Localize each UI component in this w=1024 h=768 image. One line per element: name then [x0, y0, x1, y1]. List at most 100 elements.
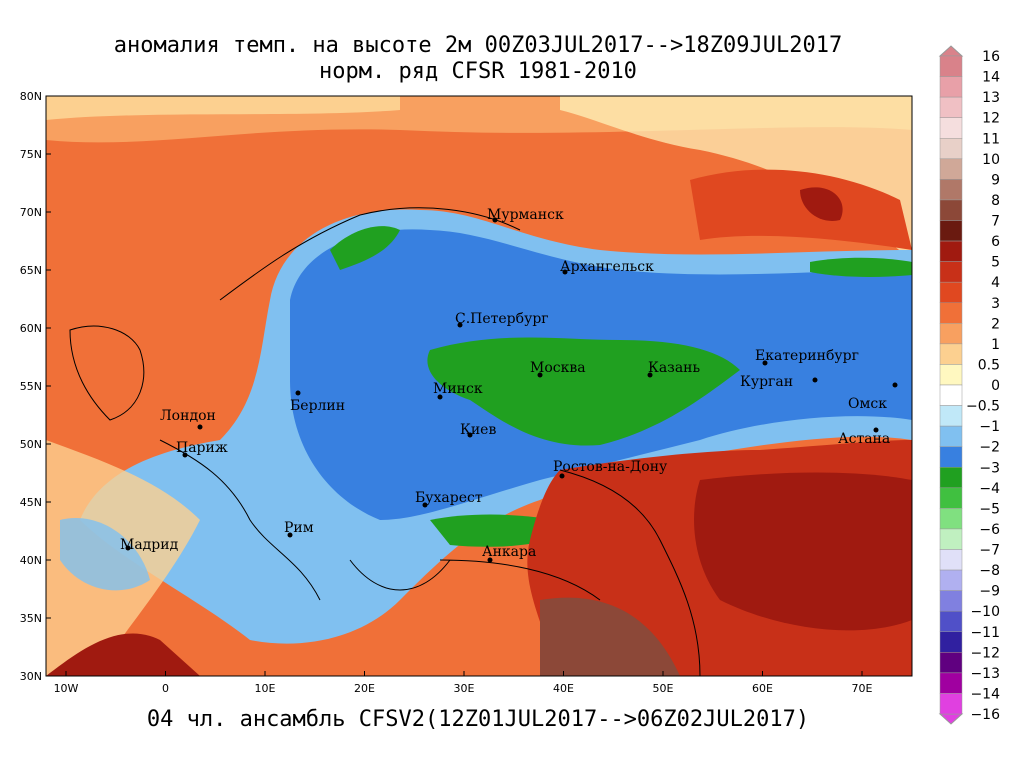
colorbar-box — [939, 55, 963, 77]
lat-label: 40N — [20, 554, 42, 567]
colorbar-label: 0.5 — [978, 357, 1000, 373]
colorbar-box — [939, 302, 963, 324]
colorbar-label: −3 — [979, 460, 1000, 476]
city: Рим — [284, 520, 314, 536]
colorbar-label: −0.5 — [966, 399, 1000, 415]
colorbar-box — [939, 240, 963, 262]
colorbar-label: 11 — [982, 131, 1000, 147]
lon-label: 60E — [752, 682, 773, 695]
city: Ростов-на-Дону — [553, 459, 668, 475]
colorbar-box — [939, 487, 963, 509]
lat-label: 45N — [20, 496, 42, 509]
colorbar-box — [939, 158, 963, 180]
colorbar-box — [939, 138, 963, 160]
title: аномалия темп. на высоте 2м 00Z03JUL2017… — [114, 33, 842, 58]
lat-label: 60N — [20, 322, 42, 335]
colorbar-box — [939, 364, 963, 386]
lon-label: 10E — [255, 682, 276, 695]
city: Минск — [433, 381, 483, 397]
colorbar-box — [939, 672, 963, 694]
colorbar-box — [939, 343, 963, 365]
colorbar-label: 4 — [991, 275, 1000, 291]
colorbar-label: 10 — [982, 152, 1000, 168]
colorbar-box — [939, 590, 963, 612]
colorbar-box — [939, 281, 963, 303]
colorbar-box — [939, 446, 963, 468]
colorbar-label: 7 — [991, 214, 1000, 230]
colorbar-label: −14 — [970, 686, 1000, 702]
lon-label: 0 — [162, 682, 169, 695]
colorbar-label: −5 — [979, 501, 1000, 517]
lon-label: 70E — [852, 682, 873, 695]
city: Астана — [838, 431, 890, 447]
colorbar-box — [939, 179, 963, 201]
city: Киев — [460, 422, 496, 438]
colorbar-label: 0 — [991, 378, 1000, 394]
colorbar-label: −6 — [979, 522, 1000, 538]
footer: 04 чл. ансамбль CFSV2(12Z01JUL2017-->06Z… — [147, 707, 809, 732]
colorbar-box — [939, 467, 963, 489]
colorbar-box — [939, 425, 963, 447]
colorbar-box — [939, 652, 963, 674]
colorbar-arrow — [938, 45, 964, 57]
colorbar-label: 3 — [991, 296, 1000, 312]
colorbar-label: 12 — [982, 111, 1000, 127]
colorbar-box — [939, 76, 963, 98]
colorbar-box — [939, 384, 963, 406]
colorbar-label: −1 — [979, 419, 1000, 435]
colorbar-label: 14 — [982, 70, 1000, 86]
city: Лондон — [160, 408, 216, 424]
cities: Мурманск Архангельск С.Петербург Москва … — [120, 207, 898, 563]
city: Курган — [740, 374, 793, 390]
colorbar-label: 9 — [991, 172, 1000, 188]
colorbar-label: −9 — [979, 584, 1000, 600]
colorbar-label: 16 — [982, 49, 1000, 65]
lat-label: 50N — [20, 438, 42, 451]
city: Архангельск — [560, 259, 654, 275]
colorbar-label: −11 — [970, 625, 1000, 641]
city: Москва — [530, 360, 586, 376]
city: Париж — [176, 440, 228, 456]
city: Анкара — [482, 544, 536, 560]
lat-label: 70N — [20, 206, 42, 219]
colorbar-box — [939, 569, 963, 591]
lat-label: 65N — [20, 264, 42, 277]
colorbar-box — [939, 261, 963, 283]
lat-label: 35N — [20, 612, 42, 625]
colorbar-label: −10 — [970, 604, 1000, 620]
colorbar-box — [939, 117, 963, 139]
colorbar-label: −4 — [979, 481, 1000, 497]
city: Берлин — [290, 398, 345, 414]
lon-label: 10W — [54, 682, 79, 695]
colorbar-box — [939, 610, 963, 632]
colorbar-label: 2 — [991, 316, 1000, 332]
lat-label: 80N — [20, 90, 42, 103]
lon-label: 20E — [354, 682, 375, 695]
city: Бухарест — [415, 490, 483, 506]
lon-label: 30E — [454, 682, 475, 695]
city: Екатеринбург — [755, 348, 859, 364]
colorbar-label: 8 — [991, 193, 1000, 209]
colorbar-box — [939, 631, 963, 653]
colorbar-label: −7 — [979, 543, 1000, 559]
city: Мурманск — [487, 207, 564, 223]
colorbar-box — [939, 508, 963, 530]
colorbar-label: −16 — [970, 707, 1000, 723]
lat-label: 55N — [20, 380, 42, 393]
colorbar-box — [939, 220, 963, 242]
city: Мадрид — [120, 537, 179, 553]
lat-label: 30N — [20, 670, 42, 683]
city: Омск — [848, 396, 887, 412]
colorbar-box — [939, 323, 963, 345]
colorbar-label: −13 — [970, 666, 1000, 682]
colorbar-box — [939, 96, 963, 118]
colorbar-label: 1 — [991, 337, 1000, 353]
lat-label: 75N — [20, 148, 42, 161]
subtitle: норм. ряд CFSR 1981-2010 — [319, 59, 637, 84]
colorbar-box — [939, 199, 963, 221]
colorbar-label: −12 — [970, 645, 1000, 661]
lon-label: 50E — [653, 682, 674, 695]
colorbar-label: 5 — [991, 255, 1000, 271]
colorbar-label: −2 — [979, 440, 1000, 456]
colorbar-box — [939, 528, 963, 550]
